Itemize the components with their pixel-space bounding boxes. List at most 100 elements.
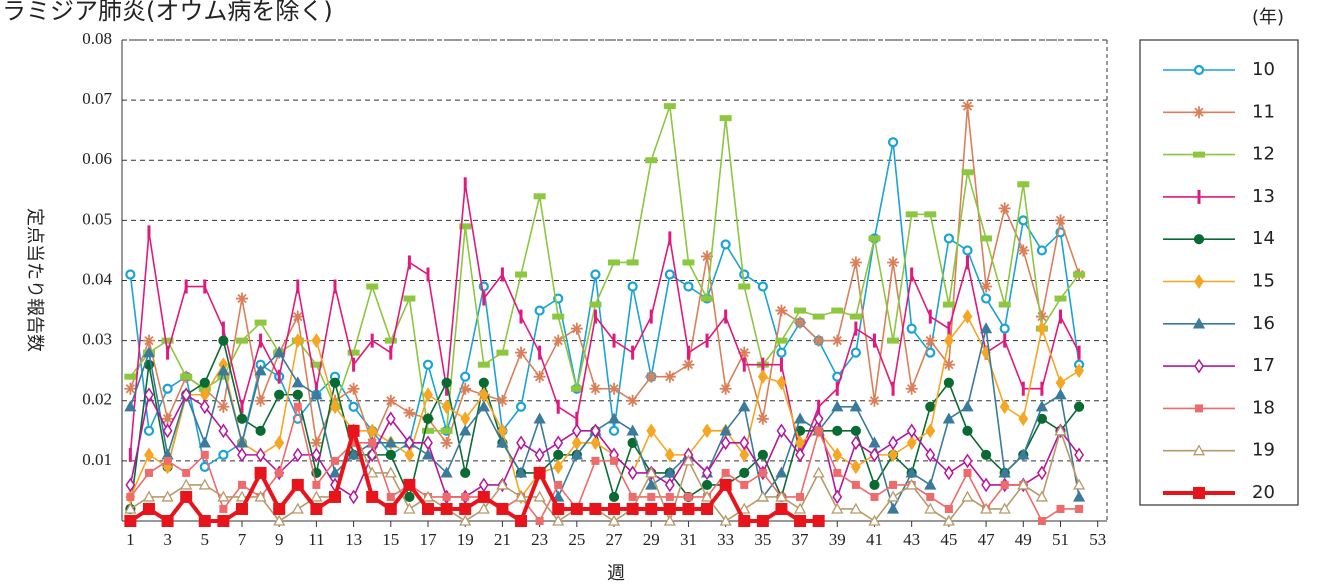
point <box>942 301 955 308</box>
point <box>925 447 936 463</box>
point <box>161 337 174 344</box>
point <box>184 279 188 294</box>
series <box>124 424 1086 526</box>
point <box>404 447 415 463</box>
y-tick-label: 0.02 <box>82 390 112 409</box>
point <box>403 478 416 491</box>
point <box>775 502 788 515</box>
point <box>849 313 862 320</box>
point <box>980 293 992 304</box>
point <box>664 447 675 463</box>
point <box>590 423 601 439</box>
legend-marker <box>1192 444 1206 456</box>
point <box>963 468 972 477</box>
point <box>348 401 359 412</box>
point <box>628 492 637 501</box>
point <box>589 301 602 308</box>
point <box>682 358 695 371</box>
point <box>738 283 751 290</box>
point <box>793 412 807 424</box>
point <box>459 424 472 436</box>
legend-label: 13 <box>1252 186 1275 207</box>
x-tick-label: 41 <box>866 530 883 549</box>
point <box>312 480 321 489</box>
point <box>647 492 656 501</box>
point <box>142 490 156 502</box>
point <box>589 502 602 515</box>
y-tick-label: 0.03 <box>82 330 112 349</box>
point <box>683 281 694 292</box>
point <box>887 256 900 269</box>
x-tick-label: 45 <box>940 530 957 549</box>
point <box>626 259 639 266</box>
point <box>850 425 861 436</box>
point <box>1054 214 1067 227</box>
point <box>701 502 714 515</box>
point <box>459 223 472 230</box>
point <box>612 333 616 348</box>
point <box>386 492 395 501</box>
point <box>1056 504 1065 513</box>
point <box>440 436 453 449</box>
point <box>1035 490 1048 502</box>
point <box>217 400 230 413</box>
point <box>553 459 564 475</box>
point <box>291 478 304 491</box>
point <box>423 387 433 403</box>
point <box>349 438 358 447</box>
point <box>701 295 714 302</box>
point <box>962 245 973 256</box>
point <box>124 502 137 514</box>
point <box>906 323 917 334</box>
year-unit: (年) <box>1252 7 1284 28</box>
point <box>738 502 751 514</box>
point <box>1017 448 1030 460</box>
point <box>347 349 360 356</box>
point <box>942 514 955 526</box>
point <box>776 347 787 358</box>
x-tick-label: 49 <box>1015 530 1032 549</box>
point <box>795 447 805 463</box>
point <box>947 321 951 336</box>
point <box>514 490 528 502</box>
point <box>645 370 658 383</box>
point <box>961 169 974 176</box>
point <box>407 255 411 270</box>
point <box>144 387 154 403</box>
point <box>533 412 546 424</box>
point <box>198 436 211 448</box>
point <box>552 334 565 347</box>
point <box>533 193 546 200</box>
series-line <box>129 105 1080 432</box>
point <box>125 269 136 280</box>
series-line <box>129 106 1080 446</box>
x-tick-label: 23 <box>531 530 548 549</box>
point <box>352 357 356 372</box>
point <box>180 373 193 380</box>
point <box>645 466 658 478</box>
point <box>700 490 714 502</box>
point <box>720 435 731 451</box>
series-line <box>129 392 1080 500</box>
point <box>813 411 824 427</box>
point <box>924 334 937 347</box>
point <box>144 468 153 477</box>
point <box>928 309 932 324</box>
point <box>277 369 281 384</box>
point <box>199 377 210 388</box>
point <box>702 465 712 481</box>
point <box>273 514 286 526</box>
point <box>198 515 211 527</box>
point <box>442 492 451 501</box>
point <box>333 279 337 294</box>
point <box>235 337 248 344</box>
point <box>965 255 969 270</box>
x-axis-label: 週 <box>607 563 625 584</box>
point <box>701 479 713 491</box>
point <box>868 514 881 526</box>
point <box>631 345 635 360</box>
point <box>368 438 377 447</box>
point <box>761 357 765 372</box>
point <box>869 479 880 491</box>
